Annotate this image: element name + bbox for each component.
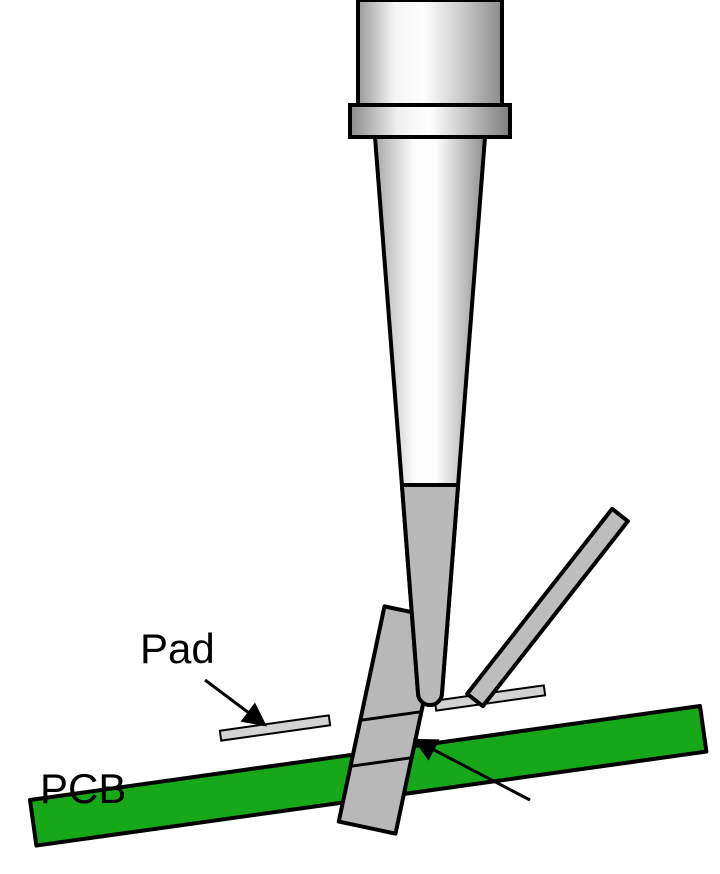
soldering-iron	[350, 0, 510, 705]
label-pcb: PCB	[40, 765, 126, 813]
label-pad: Pad	[140, 625, 215, 673]
solder-wire	[467, 509, 628, 706]
diagram-stage: Pad PCB	[0, 0, 720, 874]
soldering-diagram	[0, 0, 720, 874]
